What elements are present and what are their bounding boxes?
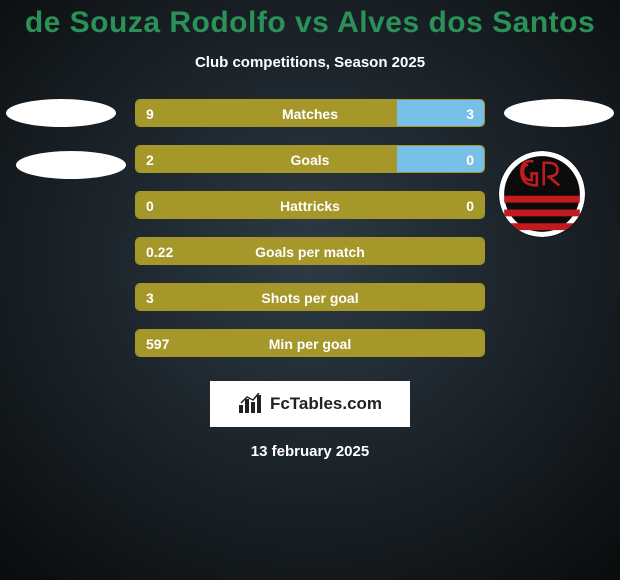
stats-bars: Matches93 Goals20 Hattricks00 Goals per mat… xyxy=(135,99,485,357)
fctables-logo: FcTables.com xyxy=(210,381,410,427)
stat-bar-p1 xyxy=(136,100,397,126)
player1-placeholder-oval xyxy=(6,99,116,127)
stat-row: Goals per match0.22 xyxy=(135,237,485,265)
player2-placeholder-oval xyxy=(504,99,614,127)
logo-text: FcTables.com xyxy=(270,394,382,414)
stat-row: Matches93 xyxy=(135,99,485,127)
stat-row: Min per goal597 xyxy=(135,329,485,357)
stat-bar-full xyxy=(136,238,484,264)
date-caption: 13 february 2025 xyxy=(0,443,620,460)
stat-bar-p1 xyxy=(136,146,397,172)
stat-bar-p2 xyxy=(397,100,484,126)
stat-row: Shots per goal3 xyxy=(135,283,485,311)
stat-bar-full xyxy=(136,330,484,356)
stat-bar-full xyxy=(136,284,484,310)
subtitle: Club competitions, Season 2025 xyxy=(0,54,620,71)
comparison-area: Matches93 Goals20 Hattricks00 Goals per mat… xyxy=(0,99,620,357)
player1-placeholder-oval xyxy=(16,151,126,179)
stat-bar-p2 xyxy=(397,146,484,172)
stat-row: Goals20 xyxy=(135,145,485,173)
bar-chart-icon xyxy=(238,393,264,415)
stat-row: Hattricks00 xyxy=(135,191,485,219)
stat-bar-full xyxy=(136,192,484,218)
page-title: de Souza Rodolfo vs Alves dos Santos xyxy=(0,6,620,40)
player2-club-badge xyxy=(499,151,585,237)
